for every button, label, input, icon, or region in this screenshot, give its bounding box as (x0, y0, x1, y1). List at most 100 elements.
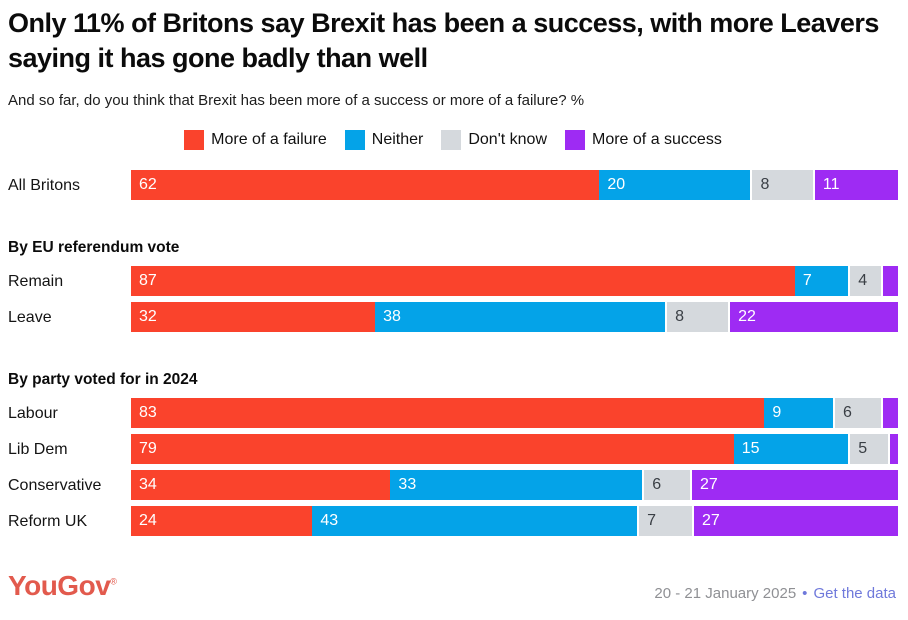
bar-segment-success: 27 (694, 506, 898, 537)
row-label: Conservative (8, 477, 102, 495)
legend-item-neither: Neither (344, 130, 424, 151)
legend-label: Don't know (468, 131, 547, 149)
footer: YouGov® 20 - 21 January 2025 • Get the d… (8, 570, 896, 602)
legend: More of a failure Neither Don't know More o… (8, 130, 898, 151)
section-header: By party voted for in 2024 (8, 371, 198, 389)
chart-row: Labour 83 9 6 (8, 398, 898, 429)
bar-track: 87 7 4 (131, 266, 898, 297)
bar-segment-success (882, 266, 898, 297)
bar-segment-success: 22 (730, 302, 898, 333)
segment-value-label: 34 (139, 476, 157, 494)
bar-segment-failure: 62 (131, 170, 600, 201)
segment-value-label: 6 (652, 476, 662, 494)
legend-item-success: More of a success (565, 130, 722, 151)
segment-value-label: 27 (702, 512, 720, 530)
segment-value-label: 15 (741, 440, 760, 458)
bar-segment-success (890, 434, 898, 465)
yougov-logo-text: YouGov (8, 570, 111, 601)
legend-label: More of a failure (211, 131, 327, 149)
chart-row: Reform UK 24 43 7 27 (8, 506, 898, 537)
bar-segment-success: 27 (692, 470, 898, 501)
bar-segment-neither: 43 (312, 506, 638, 537)
bar-segment-success: 11 (814, 170, 898, 201)
footer-date: 20 - 21 January 2025 (654, 585, 797, 602)
chart-row: Leave 32 38 8 22 (8, 302, 898, 333)
segment-value-label: 7 (802, 272, 812, 290)
footer-meta: 20 - 21 January 2025 • Get the data (654, 585, 896, 602)
legend-label: Neither (371, 131, 424, 149)
legend-item-failure: More of a failure (184, 130, 327, 151)
segment-value-label: 4 (858, 272, 868, 290)
bar-segment-dont-know: 4 (850, 266, 881, 297)
page-subtitle: And so far, do you think that Brexit has… (8, 92, 585, 110)
segment-value-label: 11 (822, 176, 840, 194)
segment-value-label: 43 (320, 512, 339, 530)
segment-value-label: 22 (738, 308, 756, 326)
chart-row: All Britons 62 20 8 11 (8, 170, 898, 201)
segment-value-label: 8 (760, 176, 770, 194)
legend-swatch-failure (184, 130, 205, 151)
get-data-link[interactable]: Get the data (813, 585, 896, 602)
segment-value-label: 27 (700, 476, 718, 494)
bar-segment-dont-know: 6 (834, 398, 881, 429)
bar-segment-neither: 15 (733, 434, 849, 465)
bar-segment-dont-know: 7 (639, 506, 693, 537)
row-label: Labour (8, 405, 58, 423)
segment-value-label: 32 (139, 308, 157, 326)
bar-segment-failure: 79 (131, 434, 734, 465)
legend-swatch-neither (344, 130, 365, 151)
bar-segment-neither: 33 (390, 470, 643, 501)
chart-row: Remain 87 7 4 (8, 266, 898, 297)
stacked-bar-chart: All Britons 62 20 8 11 By EU referendum vote R… (8, 170, 898, 537)
chart-row: Conservative 34 33 6 27 (8, 470, 898, 501)
bar-segment-failure: 87 (131, 266, 795, 297)
bar-segment-failure: 34 (131, 470, 391, 501)
segment-value-label: 5 (858, 440, 868, 458)
row-label: Leave (8, 309, 52, 327)
segment-value-label: 79 (139, 440, 157, 458)
segment-value-label: 20 (607, 176, 626, 194)
bar-segment-neither: 9 (764, 398, 833, 429)
section-header: By EU referendum vote (8, 239, 180, 257)
row-label: Reform UK (8, 513, 88, 531)
segment-value-label: 7 (647, 512, 657, 530)
bar-segment-dont-know: 6 (644, 470, 690, 501)
segment-value-label: 62 (139, 176, 157, 194)
row-label: All Britons (8, 177, 81, 195)
bar-track: 24 43 7 27 (131, 506, 898, 537)
bar-track: 62 20 8 11 (131, 170, 898, 201)
bar-track: 79 15 5 (131, 434, 898, 465)
legend-label: More of a success (592, 131, 722, 149)
bar-track: 32 38 8 22 (131, 302, 898, 333)
bar-segment-failure: 32 (131, 302, 376, 333)
page-title: Only 11% of Britons say Brexit has been … (8, 8, 879, 74)
bar-segment-dont-know: 5 (850, 434, 889, 465)
bar-segment-dont-know: 8 (752, 170, 813, 201)
segment-value-label: 38 (383, 308, 401, 326)
bar-segment-neither: 38 (375, 302, 666, 333)
bar-track: 34 33 6 27 (131, 470, 898, 501)
bar-segment-dont-know: 8 (667, 302, 729, 333)
segment-value-label: 83 (139, 404, 157, 422)
bar-segment-failure: 83 (131, 398, 765, 429)
segment-value-label: 87 (139, 272, 157, 290)
chart-row: Lib Dem 79 15 5 (8, 434, 898, 465)
legend-item-dont-know: Don't know (441, 130, 547, 151)
legend-swatch-success (565, 130, 585, 151)
bar-segment-neither: 20 (599, 170, 751, 201)
segment-value-label: 9 (772, 404, 782, 422)
registered-mark: ® (110, 576, 117, 587)
segment-value-label: 6 (842, 404, 852, 422)
bar-track: 83 9 6 (131, 398, 898, 429)
segment-value-label: 8 (675, 308, 684, 326)
yougov-logo: YouGov® (8, 570, 117, 602)
segment-value-label: 33 (398, 476, 417, 494)
bar-segment-failure: 24 (131, 506, 313, 537)
row-label: Remain (8, 273, 64, 291)
row-label: Lib Dem (8, 441, 68, 459)
footer-separator: • (802, 585, 808, 602)
bar-segment-success (882, 398, 898, 429)
bar-segment-neither: 7 (794, 266, 849, 297)
legend-swatch-dont-know (441, 130, 462, 151)
